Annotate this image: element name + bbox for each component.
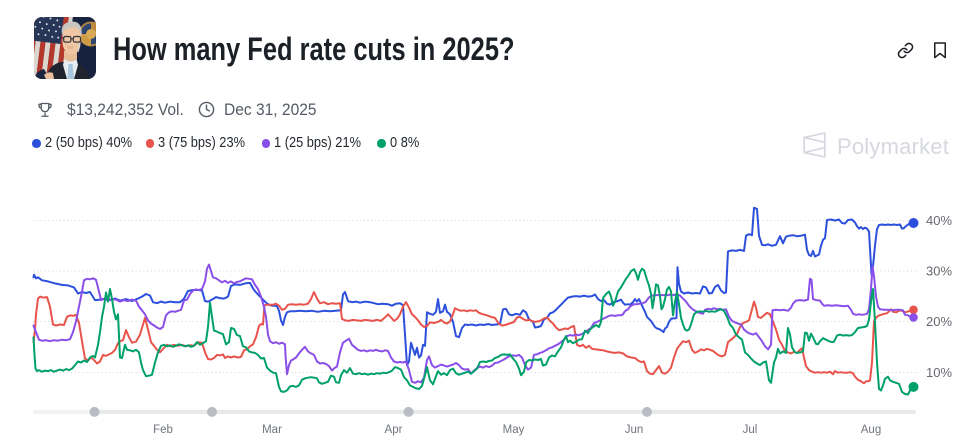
svg-text:Aug: Aug <box>861 424 881 436</box>
svg-text:Feb: Feb <box>153 424 173 436</box>
svg-text:Jul: Jul <box>743 424 758 436</box>
svg-text:20%: 20% <box>926 314 952 329</box>
svg-text:Mar: Mar <box>262 424 282 436</box>
svg-text:Apr: Apr <box>385 424 403 436</box>
svg-text:30%: 30% <box>926 264 952 279</box>
svg-text:May: May <box>503 424 525 436</box>
svg-text:10%: 10% <box>926 365 952 380</box>
svg-text:Jun: Jun <box>625 424 644 436</box>
svg-text:40%: 40% <box>926 213 952 228</box>
